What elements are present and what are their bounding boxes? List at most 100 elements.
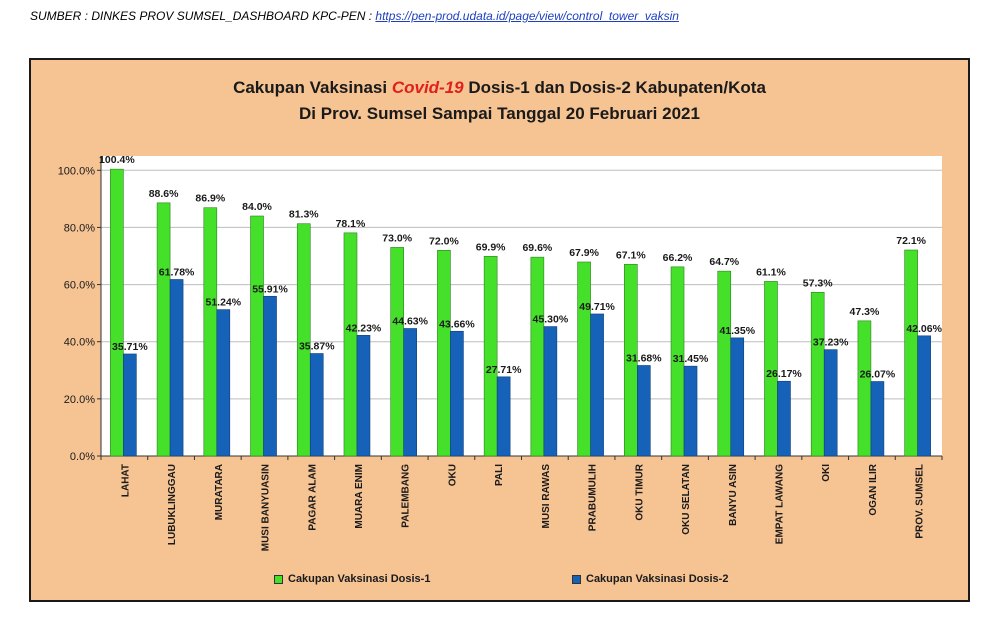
- plot-area: [101, 156, 942, 456]
- bar-dosis-1: [624, 263, 638, 457]
- data-label-dosis-2: 31.68%: [626, 352, 662, 364]
- x-category-label: OGAN ILIR: [868, 463, 879, 515]
- data-label-dosis-2: 42.23%: [346, 322, 382, 334]
- bar-dosis-1: [810, 291, 825, 457]
- x-category-label: PROV. SUMSEL: [915, 464, 926, 539]
- bar-dosis-1: [203, 207, 218, 457]
- bar-dosis-2: [263, 295, 277, 457]
- bar-dosis-1: [530, 256, 545, 457]
- data-label-dosis-1: 61.1%: [756, 266, 786, 278]
- bar-dosis-2: [403, 328, 417, 457]
- x-category-label: PALI: [494, 464, 505, 486]
- bar-dosis-1: [670, 266, 685, 457]
- x-category-label: OKU SELATAN: [681, 464, 692, 535]
- bar-dosis-2: [777, 380, 791, 457]
- data-label-dosis-1: 67.9%: [569, 247, 599, 259]
- y-tick-label: 40.0%: [64, 337, 95, 349]
- x-category-label: OKU TIMUR: [634, 463, 645, 520]
- bar-dosis-1: [764, 281, 778, 457]
- data-label-dosis-1: 72.1%: [896, 235, 926, 247]
- data-label-dosis-2: 43.66%: [439, 318, 475, 330]
- chart-frame: Cakupan Vaksinasi Covid-19 Dosis-1 dan D…: [29, 58, 970, 602]
- bar-dosis-2: [870, 381, 885, 457]
- data-label-dosis-1: 47.3%: [850, 306, 880, 318]
- data-label-dosis-2: 51.24%: [205, 297, 241, 309]
- bar-dosis-2: [216, 309, 231, 457]
- source-note: SUMBER : DINKES PROV SUMSEL_DASHBOARD KP…: [30, 9, 679, 23]
- bar-dosis-1: [437, 249, 451, 457]
- bar-dosis-2: [309, 353, 324, 457]
- data-label-dosis-1: 69.6%: [522, 242, 552, 254]
- data-label-dosis-2: 55.91%: [252, 283, 288, 295]
- bar-dosis-1: [577, 261, 591, 457]
- bar-dosis-2: [123, 353, 137, 457]
- data-label-dosis-1: 57.3%: [803, 277, 833, 289]
- data-label-dosis-2: 35.87%: [299, 341, 335, 353]
- title-part-b: Dosis-1 dan Dosis-2 Kabupaten/Kota: [463, 78, 766, 97]
- legend-swatch-dosis-1: [274, 574, 283, 584]
- bar-dosis-2: [917, 335, 931, 457]
- bar-dosis-2: [590, 313, 604, 457]
- chart-title-line2: Di Prov. Sumsel Sampai Tanggal 20 Februa…: [299, 104, 700, 123]
- data-label-dosis-1: 84.0%: [242, 201, 272, 213]
- x-category-label: PRABUMULIH: [588, 464, 599, 531]
- bar-dosis-2: [683, 365, 698, 457]
- data-label-dosis-1: 72.0%: [429, 235, 459, 247]
- x-category-label: MUSI BANYUASIN: [261, 464, 272, 551]
- y-tick-label: 80.0%: [64, 222, 95, 234]
- legend-item-dosis-2: Cakupan Vaksinasi Dosis-2: [572, 573, 728, 585]
- legend-label-dosis-2: Cakupan Vaksinasi Dosis-2: [586, 573, 729, 585]
- bar-dosis-1: [296, 223, 311, 457]
- y-tick-label: 20.0%: [64, 394, 95, 406]
- legend-item-dosis-1: Cakupan Vaksinasi Dosis-1: [274, 573, 430, 585]
- x-category-label: OKU: [447, 464, 458, 486]
- y-tick-label: 100.0%: [58, 165, 96, 177]
- data-label-dosis-2: 26.17%: [766, 368, 802, 380]
- bar-dosis-2: [543, 326, 558, 457]
- data-label-dosis-1: 86.9%: [195, 193, 225, 205]
- bar-dosis-2: [823, 349, 838, 457]
- bar-dosis-2: [637, 365, 651, 457]
- bar-dosis-1: [343, 232, 358, 457]
- data-label-dosis-1: 88.6%: [149, 188, 179, 200]
- bar-dosis-2: [356, 335, 371, 457]
- x-category-label: MUSI RAWAS: [541, 464, 552, 529]
- source-prefix: SUMBER : DINKES PROV SUMSEL_DASHBOARD KP…: [30, 9, 376, 23]
- data-label-dosis-2: 42.06%: [906, 323, 942, 335]
- data-label-dosis-2: 31.45%: [673, 353, 709, 365]
- data-label-dosis-1: 73.0%: [382, 232, 412, 244]
- legend-swatch-dosis-2: [572, 574, 581, 584]
- data-label-dosis-2: 45.30%: [533, 314, 569, 326]
- bar-dosis-1: [717, 270, 732, 457]
- data-label-dosis-2: 61.78%: [159, 266, 195, 278]
- bar-dosis-2: [169, 279, 184, 457]
- bar-dosis-2: [730, 337, 745, 457]
- title-highlight: Covid-19: [391, 78, 464, 97]
- bar-dosis-1: [857, 320, 872, 457]
- bar-dosis-1: [390, 247, 404, 457]
- x-category-label: LUBUKLINGGAU: [167, 464, 178, 545]
- bar-chart: 0.0% 20.0% 40.0% 60.0% 80.0% 100.0%100.4% 35.7…: [58, 154, 943, 551]
- x-category-label: PALEMBANG: [401, 464, 412, 528]
- data-label-dosis-1: 67.1%: [616, 249, 646, 261]
- chart-title-line1: Cakupan Vaksinasi Covid-19 Dosis-1 dan D…: [31, 78, 968, 98]
- bar-dosis-2: [450, 330, 464, 457]
- data-label-dosis-2: 44.63%: [392, 315, 428, 327]
- data-label-dosis-2: 41.35%: [719, 325, 755, 337]
- data-label-dosis-1: 78.1%: [336, 218, 366, 230]
- title-part-a: Cakupan Vaksinasi: [233, 78, 392, 97]
- x-category-label: EMPAT LAWANG: [774, 464, 785, 544]
- legend-label-dosis-1: Cakupan Vaksinasi Dosis-1: [288, 573, 431, 585]
- x-category-label: OKI: [821, 464, 832, 482]
- x-category-label: BANYU ASIN: [728, 464, 739, 526]
- data-label-dosis-2: 26.07%: [860, 369, 896, 381]
- source-link[interactable]: https://pen-prod.udata.id/page/view/cont…: [375, 9, 679, 23]
- bar-dosis-1: [110, 168, 124, 457]
- x-category-label: MUARA ENIM: [354, 464, 365, 529]
- data-label-dosis-1: 69.9%: [476, 241, 506, 253]
- data-label-dosis-2: 37.23%: [813, 337, 849, 349]
- data-label-dosis-1: 100.4%: [99, 154, 135, 166]
- data-label-dosis-2: 35.71%: [112, 341, 148, 353]
- y-tick-label: 60.0%: [64, 280, 95, 292]
- data-label-dosis-1: 66.2%: [663, 252, 693, 264]
